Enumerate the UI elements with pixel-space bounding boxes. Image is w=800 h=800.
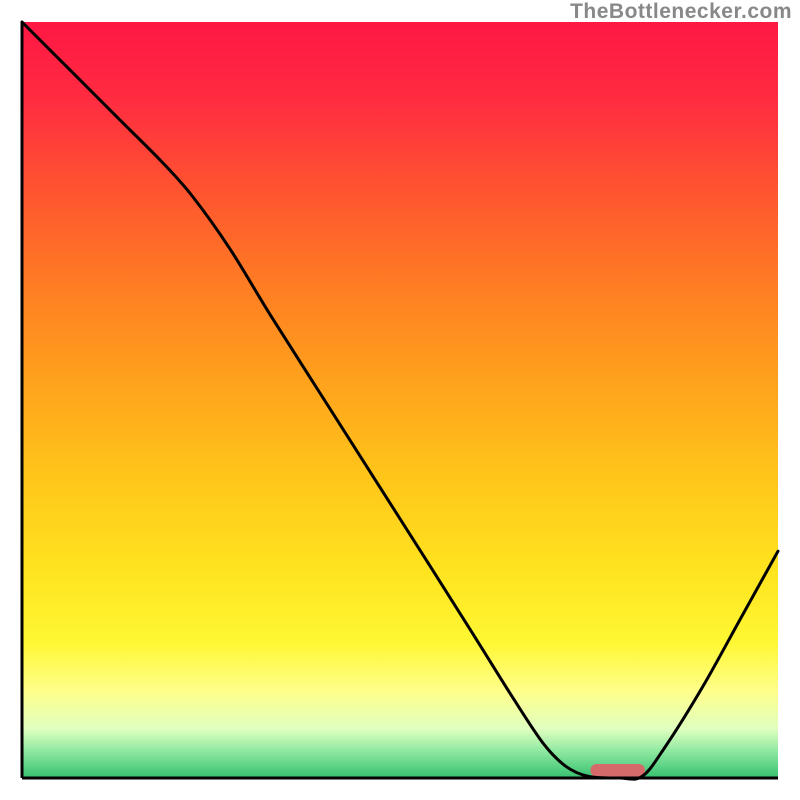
watermark-text: TheBottlenecker.com [570, 0, 792, 24]
optimal-range-marker [591, 764, 645, 777]
chart-container: { "watermark": { "text": "TheBottlenecke… [0, 0, 800, 800]
bottleneck-chart [0, 0, 800, 800]
